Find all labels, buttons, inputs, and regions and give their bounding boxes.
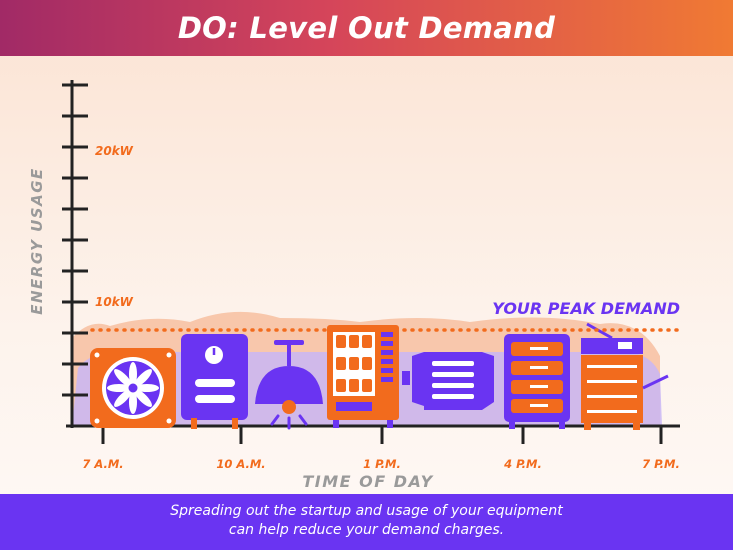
x-tick-label: 10 A.M.: [216, 457, 265, 471]
x-axis-label: TIME OF DAY: [302, 472, 433, 491]
server-rack-icon: [504, 334, 570, 429]
water-heater-icon: [181, 334, 248, 429]
ceiling-light-icon: [255, 340, 323, 430]
x-tick-label: 7 A.M.: [82, 457, 123, 471]
y-axis-label: ENERGY USAGE: [28, 167, 46, 315]
caption-line-1: Spreading out the startup and usage of y…: [170, 503, 563, 519]
caption-banner: Spreading out the startup and usage of y…: [0, 494, 733, 550]
y-tick-label: 10kW: [95, 295, 134, 309]
page-title: DO: Level Out Demand: [177, 11, 556, 45]
air-conditioner-icon: [90, 348, 176, 428]
y-tick-label: 20kW: [95, 144, 134, 158]
y-ticks: [62, 83, 88, 397]
caption-line-2: can help reduce your demand charges.: [228, 522, 505, 538]
vending-machine-icon: [327, 325, 399, 428]
peak-demand-label: YOUR PEAK DEMAND: [492, 299, 680, 318]
x-tick-label: 4 P.M.: [503, 457, 542, 471]
x-tick-label: 7 P.M.: [642, 457, 680, 471]
motor-icon: [402, 352, 494, 410]
title-banner: DO: Level Out Demand: [0, 0, 733, 56]
x-ticks: [101, 426, 663, 444]
copier-icon: [581, 322, 669, 430]
demand-chart: 20kW 10kW ENERGY USAGE: [28, 80, 684, 491]
x-tick-label: 1 P.M.: [363, 457, 401, 471]
